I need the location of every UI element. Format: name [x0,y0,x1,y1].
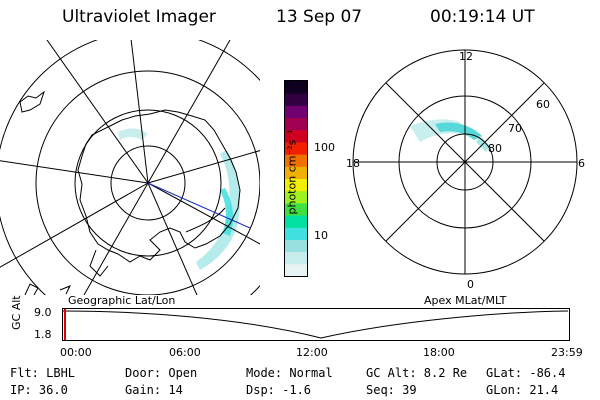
colorbar-unit-label: photon cm⁻²s⁻¹ [285,129,299,215]
colorbar-segment [285,129,307,143]
colorbar-segment [285,93,307,106]
timeline-y-label: GC Alt [10,295,23,330]
colorbar-segment [285,202,307,216]
timeline-y-tick-high: 9.0 [34,306,52,319]
colorbar-segment [285,166,307,179]
status-ip: IP: 36.0 [10,383,68,397]
instrument-title: Ultraviolet Imager [62,7,216,27]
mlat-label-60: 60 [536,98,550,111]
status-flt: Flt: LBHL [10,366,76,380]
colorbar-tick-10: 10 [314,229,328,242]
mlt-label-18: 18 [346,157,360,170]
time-label: 00:19:14 UT [430,7,535,27]
timeline-x-tick-2359: 23:59 [551,346,583,359]
colorbar-segment [285,215,307,228]
colorbar-segment [285,251,307,265]
status-glat: GLat: -86.4 [486,366,566,380]
geographic-panel-label: Geographic Lat/Lon [68,294,176,307]
colorbar-segment [285,263,307,276]
coastline [24,109,241,295]
status-glon: GLon: 21.4 [486,383,559,397]
colorbar-segment [285,105,307,119]
colorbar-segment [285,154,307,167]
colorbar-segment [285,141,307,155]
mlat-label-80: 80 [488,142,502,155]
timeline-plot [62,308,570,341]
apex-panel-label: Apex MLat/MLT [424,294,507,307]
timeline-y-tick-low: 1.8 [34,328,52,341]
date-label: 13 Sep 07 [276,7,363,27]
timeline-x-tick-0000: 00:00 [60,346,92,359]
colorbar-segment [285,227,307,240]
timeline-x-tick-0600: 06:00 [169,346,201,359]
colorbar-segment [285,239,307,253]
colorbar-segment [285,190,307,204]
apex-map: 12 18 6 0 60 70 80 [346,49,585,291]
timeline-x-tick-1800: 18:00 [423,346,455,359]
timeline-x-tick-1200: 12:00 [296,346,328,359]
status-dsp: Dsp: -1.6 [246,383,312,397]
status-gain: Gain: 14 [125,383,183,397]
colorbar-tick-100: 100 [314,141,335,154]
mlat-label-70: 70 [508,122,522,135]
colorbar-segment [285,81,307,94]
mlt-label-12: 12 [459,50,473,63]
status-gc-alt: GC Alt: 8.2 Re [366,366,468,380]
colorbar-segment [285,178,307,192]
mlt-label-0: 0 [467,278,474,291]
status-door: Door: Open [125,366,198,380]
colorbar-segment [285,117,307,131]
colorbar [284,80,308,277]
status-mode: Mode: Normal [246,366,333,380]
geographic-map [0,40,260,295]
mlt-label-6: 6 [578,157,585,170]
status-seq: Seq: 39 [366,383,417,397]
